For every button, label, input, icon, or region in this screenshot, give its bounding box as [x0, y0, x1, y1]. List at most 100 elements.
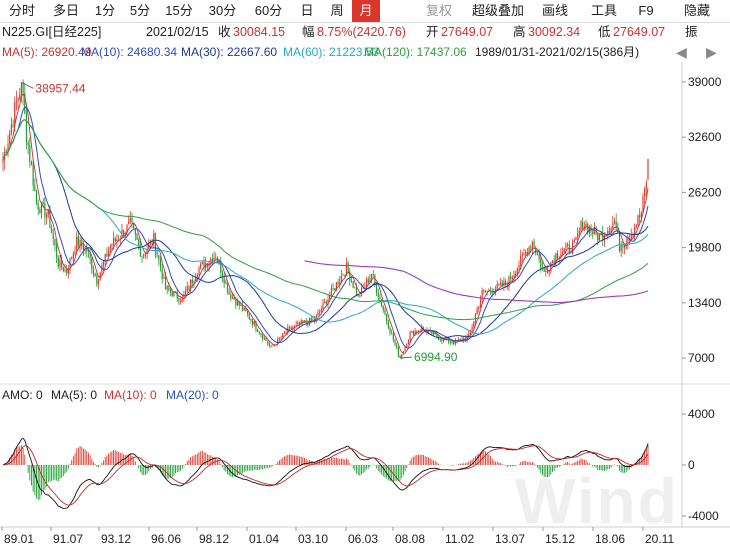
toolbar-button-12[interactable]: 画线: [541, 3, 568, 18]
candle-body: [129, 217, 131, 222]
candle-body: [273, 344, 276, 346]
candle-body: [540, 259, 542, 268]
candle-body: [277, 338, 279, 345]
toolbar-button-4[interactable]: 15分: [165, 3, 193, 18]
candle-body: [476, 308, 478, 315]
toolbar-button-0[interactable]: 分时: [8, 3, 35, 18]
change-value: 8.75%(2420.76): [317, 25, 406, 39]
candle-body: [334, 288, 336, 291]
candle-body: [231, 297, 234, 299]
toolbar-button-7[interactable]: 日: [300, 3, 314, 18]
candle-body: [104, 253, 106, 262]
candle-body: [96, 275, 98, 285]
candle-body: [530, 247, 532, 249]
candle-body: [352, 281, 354, 288]
candle-body: [582, 221, 584, 230]
candle-body: [443, 338, 445, 342]
candle-body: [215, 257, 217, 259]
toolbar-button-15[interactable]: 隐藏: [683, 3, 710, 18]
candle-body: [216, 257, 219, 262]
candle-body: [34, 185, 36, 191]
price-tick-label: 19800: [688, 241, 722, 255]
symbol-label[interactable]: N225.GI[日经225]: [2, 25, 102, 39]
candle-body: [456, 340, 458, 342]
candle-body: [248, 313, 250, 319]
candle-body: [324, 301, 326, 304]
candle-body: [99, 272, 101, 281]
candle-body: [600, 232, 602, 235]
candle-body: [297, 322, 299, 325]
close-value: 30084.15: [233, 25, 286, 39]
amo-tick-label: 4000: [688, 407, 715, 421]
toolbar-button-13[interactable]: 工具: [590, 3, 617, 18]
candle-body: [139, 245, 141, 256]
candle-body: [67, 270, 69, 274]
candle-body: [47, 209, 49, 215]
candle-body: [9, 132, 11, 144]
candle-body: [536, 253, 539, 255]
candle-body: [610, 228, 612, 233]
toolbar-button-10[interactable]: 复权: [425, 3, 452, 18]
date-label: 2021/02/15: [146, 25, 209, 39]
candle-body: [511, 277, 513, 279]
toolbar-button-14[interactable]: F9: [638, 3, 654, 18]
toolbar-button-1[interactable]: 多日: [52, 3, 79, 18]
candle-body: [424, 329, 426, 333]
candle-body: [484, 290, 487, 292]
time-tick-label: 98.12: [199, 532, 229, 546]
candle-body: [453, 342, 455, 344]
candle-body: [181, 297, 183, 302]
candle-body: [372, 274, 374, 276]
candle-body: [389, 327, 391, 333]
candle-body: [171, 292, 173, 297]
candle-body: [432, 332, 435, 335]
time-axis: 89.01 91.07 93.12 96.06 98.12 01.04 03.10 06.03…: [1, 527, 674, 546]
candle-body: [355, 287, 358, 296]
candle-body: [454, 340, 456, 344]
candle-body: [124, 232, 126, 237]
toolbar-button-5[interactable]: 30分: [208, 3, 237, 18]
candle-body: [566, 244, 569, 246]
quote-info-bar: N225.GI[日经225] 2021/02/15 收 30084.15 幅 8…: [0, 22, 730, 42]
candle-body: [620, 245, 622, 251]
candle-body: [563, 248, 565, 253]
candle-body: [71, 258, 73, 260]
candle-body: [45, 214, 48, 218]
chevron-right-icon[interactable]: ▶: [706, 44, 717, 60]
toolbar-button-8[interactable]: 周: [330, 3, 344, 18]
candle-body: [496, 284, 498, 290]
price-tick-label: 26200: [688, 185, 722, 199]
toolbar-button-3[interactable]: 5分: [129, 3, 151, 18]
toolbar-button-9[interactable]: 月: [352, 0, 380, 22]
toolbar-button-11[interactable]: 超级叠加: [471, 3, 524, 18]
candle-body: [252, 320, 254, 325]
ma10-line: [2, 106, 649, 349]
time-tick-label: 93.12: [101, 532, 131, 546]
candle-body: [312, 319, 314, 321]
chevron-left-icon[interactable]: ◀: [676, 44, 687, 60]
ma5-line: [2, 93, 649, 354]
time-tick-label: 15.12: [545, 532, 575, 546]
candle-body: [82, 246, 85, 251]
candle-body: [349, 271, 351, 281]
candle-body: [14, 102, 16, 127]
toolbar-button-2[interactable]: 1分: [94, 3, 116, 18]
candle-body: [387, 320, 389, 328]
candle-body: [394, 340, 396, 345]
candle-body: [506, 284, 508, 287]
candle-body: [146, 249, 148, 254]
candle-body: [551, 260, 554, 263]
candle-body: [572, 242, 574, 254]
candle-body: [50, 227, 53, 233]
toolbar-button-6[interactable]: 60分: [254, 3, 283, 18]
candle-body: [325, 301, 327, 305]
candle-body: [553, 260, 555, 263]
candle-body: [463, 338, 465, 341]
candle-body: [92, 269, 95, 274]
candle-body: [178, 298, 180, 302]
candle-body: [633, 227, 636, 235]
candle-body: [188, 286, 190, 289]
candle-body: [195, 277, 197, 282]
candle-body: [375, 283, 378, 293]
